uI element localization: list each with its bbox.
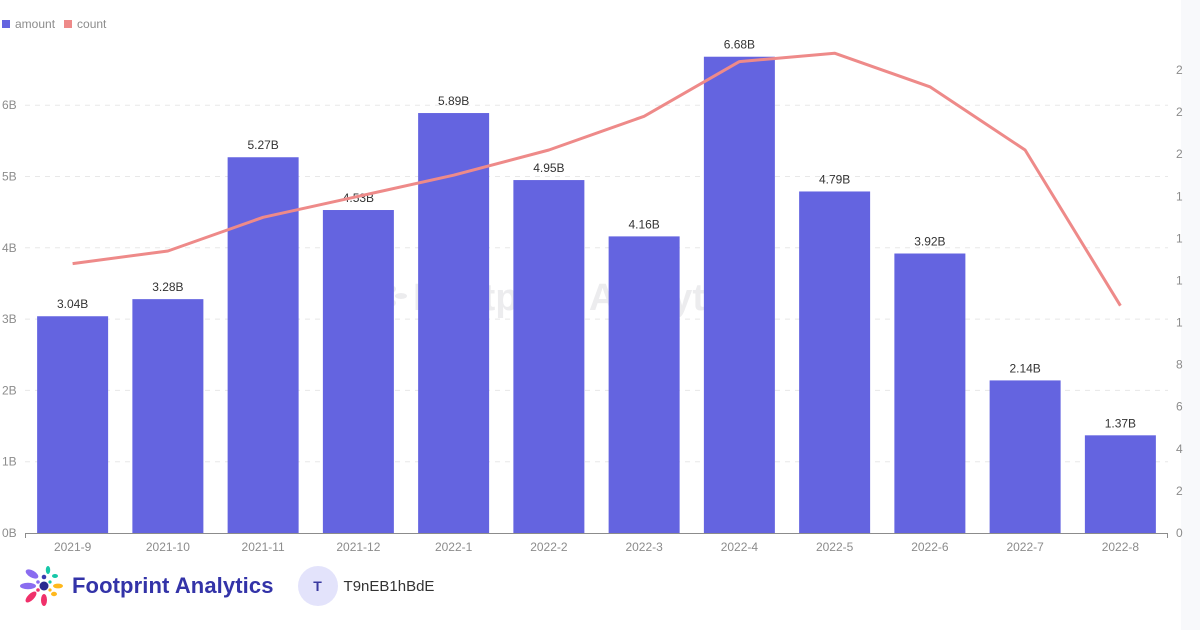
- right-axis-tick-label: 4: [1176, 442, 1183, 456]
- x-axis-tick-label: 2022-1: [435, 540, 473, 554]
- right-axis-tick-label: 2: [1176, 63, 1183, 77]
- x-axis-tick-label: 2022-7: [1006, 540, 1044, 554]
- right-axis-tick-label: 1: [1176, 231, 1183, 245]
- left-axis-tick-label: 4B: [2, 241, 17, 255]
- footer: Footprint Analytics T T9nEB1hBdE: [20, 566, 434, 606]
- bar-amount[interactable]: [227, 157, 299, 533]
- bar-amount[interactable]: [513, 180, 585, 533]
- bar-data-label: 1.37B: [1105, 416, 1136, 430]
- left-axis-tick-label: 1B: [2, 455, 17, 469]
- bar-amount[interactable]: [132, 299, 204, 533]
- right-axis-tick-label: 2: [1176, 105, 1183, 119]
- right-axis-tick-label: 6: [1176, 400, 1183, 414]
- bar-data-label: 2.14B: [1009, 361, 1040, 375]
- left-axis-tick-label: 0B: [2, 526, 17, 540]
- chart: 0B 1B 2B 3B 4B 5B 6B 2 2 2 1 1 1 1 8 6 4 2 0 3.04B 2021-9 3.2…: [2, 38, 1183, 554]
- bar-data-label: 3.28B: [152, 280, 183, 294]
- legend-label-amount: amount: [15, 17, 56, 31]
- avatar[interactable]: T: [297, 566, 338, 606]
- x-axis-tick-label: 2021-10: [146, 540, 190, 554]
- brand[interactable]: Footprint Analytics: [20, 566, 274, 606]
- x-axis-tick-label: 2022-2: [530, 540, 568, 554]
- x-axis-tick-label: 2022-4: [721, 540, 759, 554]
- bar-data-label: 4.95B: [533, 161, 564, 175]
- username[interactable]: T9nEB1hBdE: [343, 577, 435, 595]
- bar-amount[interactable]: [703, 56, 775, 533]
- legend-item-amount[interactable]: amount: [2, 17, 55, 31]
- line-count[interactable]: [72, 51, 1122, 307]
- bar-amount[interactable]: [322, 210, 394, 534]
- bar-data-label: 3.92B: [914, 235, 945, 249]
- bar-data-label: 5.27B: [247, 138, 278, 152]
- footprint-logo-icon: [20, 566, 63, 606]
- bar-amount[interactable]: [894, 253, 966, 533]
- left-axis-tick-label: 3B: [2, 312, 17, 326]
- x-axis-tick-label: 2022-6: [911, 540, 949, 554]
- legend-item-count[interactable]: count: [64, 17, 106, 31]
- right-axis-tick-label: 1: [1176, 189, 1183, 203]
- bar-data-label: 4.79B: [819, 172, 850, 186]
- left-axis-tick-label: 6B: [2, 98, 17, 112]
- left-axis-tick-label: 5B: [2, 170, 17, 184]
- brand-name: Footprint Analytics: [72, 573, 274, 598]
- legend: amount count: [2, 17, 115, 31]
- legend-label-count: count: [77, 17, 107, 31]
- legend-swatch-amount: [2, 20, 10, 28]
- bar-data-label: 6.68B: [724, 38, 755, 52]
- bar-amount[interactable]: [608, 236, 680, 533]
- x-axis-tick-label: 2022-3: [625, 540, 663, 554]
- bar-data-label: 3.04B: [57, 297, 88, 311]
- right-axis-tick-label: 1: [1176, 273, 1183, 287]
- right-axis-tick-label: 0: [1176, 526, 1183, 540]
- right-edge-panel: [1181, 0, 1200, 630]
- bar-data-label: 5.89B: [438, 94, 469, 108]
- x-axis-tick-label: 2022-5: [816, 540, 854, 554]
- right-axis-tick-label: 8: [1176, 358, 1183, 372]
- bar-amount[interactable]: [418, 113, 490, 533]
- left-axis-tick-label: 2B: [2, 383, 17, 397]
- right-axis-tick-label: 2: [1176, 484, 1183, 498]
- bar-data-label: 4.16B: [628, 217, 659, 231]
- bar-amount[interactable]: [799, 191, 871, 533]
- x-axis-tick-label: 2021-11: [242, 540, 285, 554]
- bar-amount[interactable]: [37, 316, 109, 533]
- right-axis-tick-label: 1: [1176, 316, 1183, 330]
- legend-swatch-count: [64, 20, 73, 28]
- x-axis-tick-label: 2021-12: [336, 540, 380, 554]
- bar-amount[interactable]: [989, 380, 1061, 533]
- right-axis-tick-label: 2: [1176, 147, 1183, 161]
- x-axis-tick-label: 2022-8: [1102, 540, 1140, 554]
- x-axis-tick-label: 2021-9: [54, 540, 92, 554]
- bar-amount[interactable]: [1084, 435, 1156, 533]
